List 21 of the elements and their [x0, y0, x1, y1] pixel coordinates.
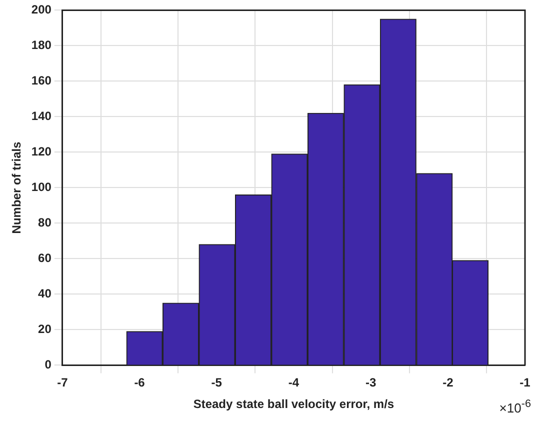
text: ×10$^{-6}$: [499, 398, 531, 416]
y-tick-label: 180: [31, 38, 52, 52]
y-tick-label: 40: [38, 286, 52, 301]
x-tick-label: -4: [288, 376, 300, 390]
x-axis-title: Steady state ball velocity error, m/s: [193, 397, 394, 412]
y-tick-label: 140: [31, 109, 52, 124]
x-tick-label: -7: [57, 376, 68, 390]
x-tick-label: -5: [211, 376, 222, 390]
y-tick-label: 80: [38, 216, 52, 230]
y-axis-title: Number of trials: [10, 141, 24, 234]
y-tick-label: 120: [31, 144, 52, 159]
x-tick-label: -2: [442, 376, 454, 390]
y-tick-label: 160: [31, 74, 52, 88]
x-tick-label: -1: [520, 376, 531, 390]
y-tick-label: 200: [31, 2, 52, 17]
x-tick-label: -6: [134, 376, 146, 390]
x-tick-label: -3: [365, 376, 376, 390]
y-tick-label: 20: [38, 322, 52, 336]
y-tick-label: 0: [44, 358, 52, 372]
y-tick-label: 100: [31, 180, 52, 194]
y-tick-label: 60: [38, 251, 52, 266]
